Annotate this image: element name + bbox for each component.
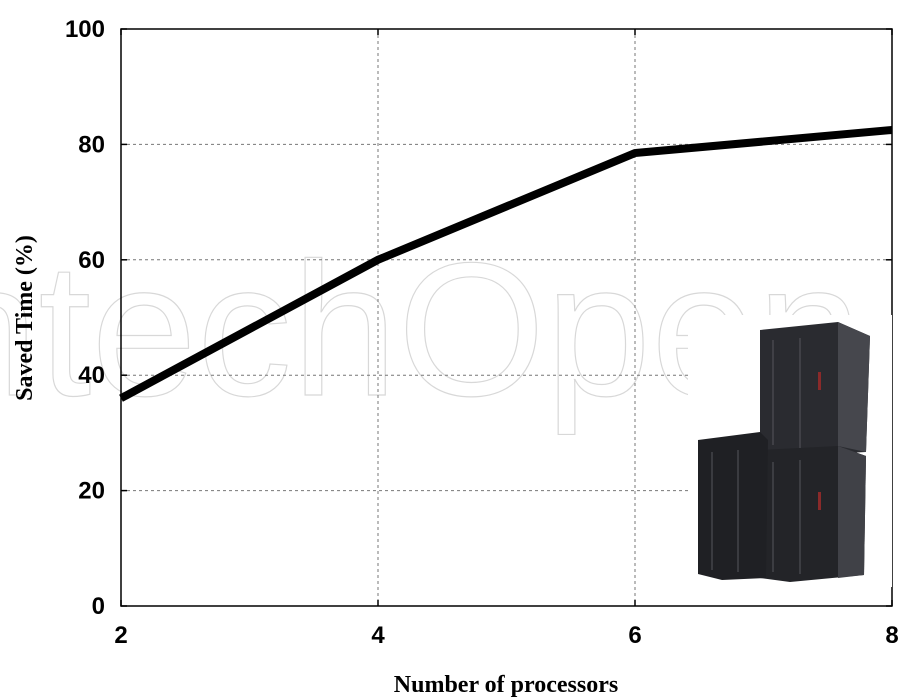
server-indicator (818, 492, 821, 510)
server-lower-left (698, 432, 768, 580)
x-axis-label: Number of processors (394, 672, 618, 698)
y-tick-label: 20 (78, 478, 105, 505)
x-tick-label: 8 (885, 622, 898, 649)
server-indicator (818, 372, 821, 390)
series-group (119, 125, 893, 402)
y-tick-label: 60 (78, 247, 105, 274)
y-tick-label: 80 (78, 131, 105, 158)
server-upper-side (838, 322, 870, 452)
series-line (119, 125, 893, 402)
server-rack-illustration (688, 315, 892, 587)
x-tick-label: 2 (114, 622, 127, 649)
y-axis-label: Saved Time (%) (12, 235, 38, 401)
y-axis-ticks: 0 20 40 60 80 100 (65, 16, 892, 620)
y-tick-label: 40 (78, 362, 105, 389)
server-lower-right-side (838, 446, 866, 578)
y-tick-label: 0 (92, 593, 105, 620)
x-tick-label: 6 (628, 622, 641, 649)
x-tick-label: 4 (371, 622, 385, 649)
y-tick-label: 100 (65, 16, 105, 43)
x-axis-ticks: 2 4 6 8 (114, 29, 899, 649)
